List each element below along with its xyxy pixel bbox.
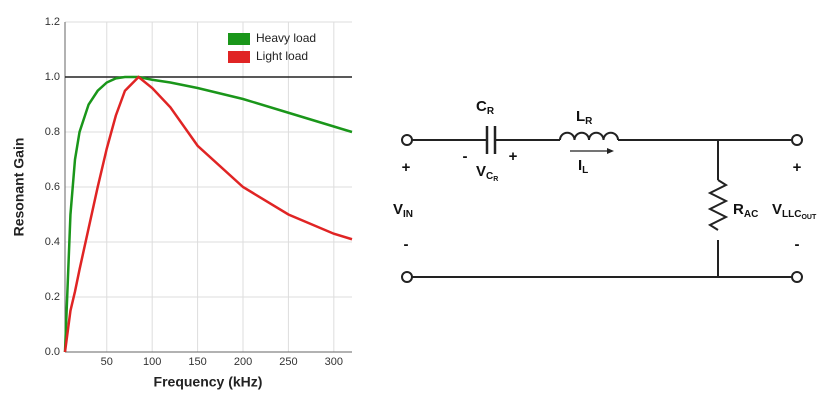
sign: + (402, 159, 411, 176)
y-tick-label: 0.4 (45, 236, 60, 248)
x-tick-label: 250 (279, 356, 297, 368)
vin-label: VIN (393, 201, 413, 220)
wire (412, 139, 792, 278)
x-tick-label: 150 (188, 356, 206, 368)
x-tick-label: 100 (143, 356, 161, 368)
lr-label: LR (576, 108, 593, 127)
current-arrow-head (607, 148, 614, 154)
il-label: IL (578, 157, 588, 176)
sign: - (404, 236, 409, 253)
sign: + (793, 159, 802, 176)
vout-label: VLLCOUT (772, 201, 817, 221)
legend-swatch (228, 33, 250, 45)
sign: + (509, 148, 518, 165)
legend-label: Heavy load (256, 31, 316, 45)
circuit: CR LR VCR IL VIN RAC VLLCOUT - + + - + - (393, 98, 817, 283)
y-tick-label: 0.8 (45, 126, 60, 138)
x-axis-title: Frequency (kHz) (154, 374, 263, 390)
inductor (559, 131, 619, 141)
y-axis-title: Resonant Gain (11, 138, 27, 237)
y-tick-label: 0.6 (45, 181, 60, 193)
x-tick-label: 50 (101, 356, 113, 368)
line-series (63, 75, 353, 353)
sign: - (463, 148, 468, 165)
y-tick-label: 1.2 (45, 16, 60, 28)
cr-label: CR (476, 98, 495, 117)
resistor (707, 179, 729, 231)
rac-label: RAC (733, 201, 758, 220)
y-tick-label: 1.0 (45, 71, 60, 83)
x-tick-label: 200 (234, 356, 252, 368)
line-series (63, 75, 353, 353)
vcr-label: VCR (476, 163, 498, 183)
sign: - (795, 236, 800, 253)
terminal (401, 134, 413, 146)
legend-label: Light load (256, 49, 308, 63)
y-tick-label: 0.2 (45, 291, 60, 303)
x-tick-label: 300 (325, 356, 343, 368)
terminal (401, 271, 413, 283)
legend-swatch (228, 51, 250, 63)
terminal (791, 271, 803, 283)
terminal (791, 134, 803, 146)
y-tick-label: 0.0 (45, 346, 60, 358)
